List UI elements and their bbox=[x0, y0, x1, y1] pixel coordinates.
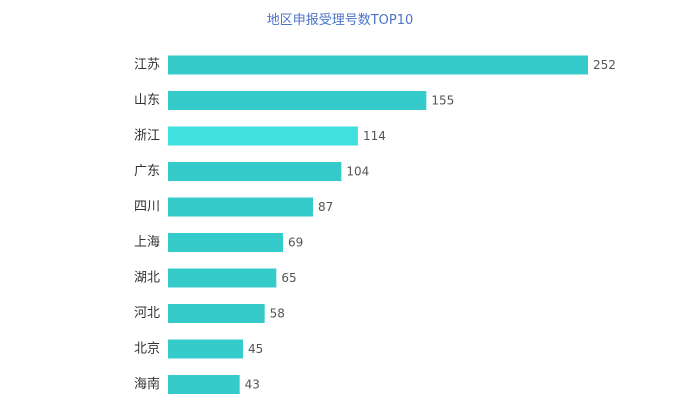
bar[interactable] bbox=[168, 304, 265, 323]
category-label: 上海 bbox=[134, 235, 160, 250]
value-label: 114 bbox=[363, 129, 386, 143]
bar[interactable] bbox=[168, 375, 240, 394]
value-label: 69 bbox=[288, 236, 303, 250]
value-label: 45 bbox=[248, 342, 263, 356]
bar[interactable] bbox=[168, 339, 243, 359]
category-label: 四川 bbox=[134, 200, 160, 215]
value-label: 155 bbox=[431, 94, 454, 108]
value-label: 252 bbox=[593, 58, 616, 72]
value-label: 43 bbox=[245, 378, 260, 392]
bar[interactable] bbox=[168, 162, 342, 181]
category-label: 江苏 bbox=[134, 57, 160, 73]
value-label: 87 bbox=[318, 200, 333, 214]
bar[interactable] bbox=[168, 55, 588, 75]
bar[interactable] bbox=[168, 197, 313, 217]
value-label: 58 bbox=[270, 307, 285, 321]
category-label: 河北 bbox=[134, 306, 160, 321]
bar[interactable] bbox=[168, 233, 283, 252]
category-label: 广东 bbox=[134, 164, 160, 179]
chart-title: 地区申报受理号数TOP10 bbox=[266, 13, 414, 28]
bar[interactable] bbox=[168, 126, 358, 146]
category-label: 山东 bbox=[134, 93, 160, 108]
category-label: 北京 bbox=[134, 342, 160, 357]
category-label: 海南 bbox=[134, 376, 160, 392]
value-label: 104 bbox=[346, 165, 369, 179]
bar[interactable] bbox=[168, 91, 427, 110]
category-label: 湖北 bbox=[134, 271, 160, 286]
bar[interactable] bbox=[168, 268, 277, 288]
value-label: 65 bbox=[281, 271, 296, 285]
category-label: 浙江 bbox=[134, 129, 160, 144]
